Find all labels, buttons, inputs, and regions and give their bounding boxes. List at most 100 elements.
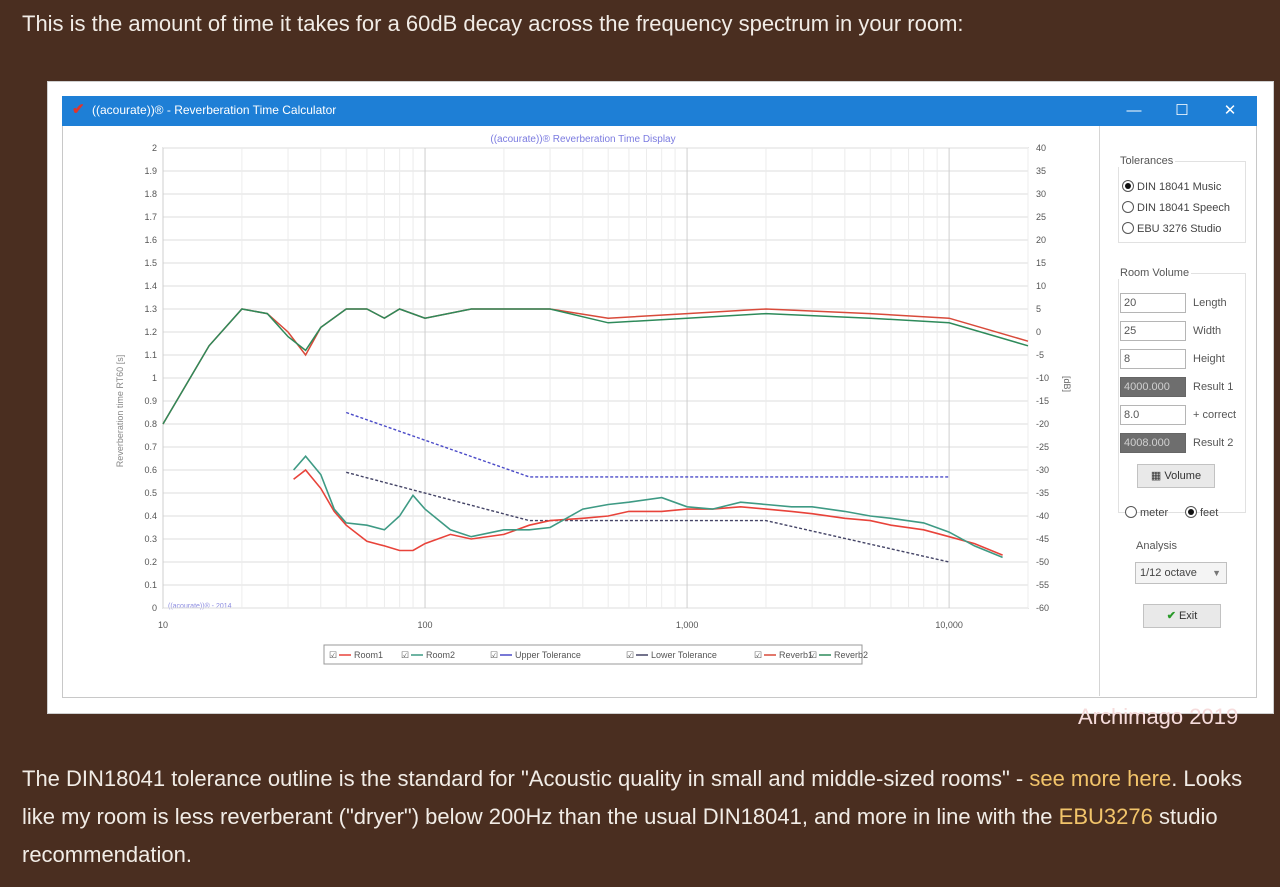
right-tick-label: 40 <box>1036 143 1046 153</box>
right-tick-label: 10 <box>1036 281 1046 291</box>
volume-button[interactable]: ▦ Volume <box>1137 464 1215 488</box>
left-tick-label: 1.7 <box>144 212 157 222</box>
right-tick-label: -45 <box>1036 534 1049 544</box>
window-title: ((acourate))® - Reverberation Time Calcu… <box>92 103 337 117</box>
checkbox-icon: ☑ <box>754 650 762 660</box>
tolerances-label: Tolerances <box>1118 155 1176 167</box>
legend-label: Room1 <box>354 650 383 660</box>
right-tick-label: 35 <box>1036 166 1046 176</box>
left-tick-label: 1.4 <box>144 281 157 291</box>
radio-din-music[interactable]: DIN 18041 Music <box>1122 180 1221 193</box>
legend-item: ☑ Room2 <box>401 650 455 660</box>
legend-label: Room2 <box>426 650 455 660</box>
paragraph-text: The DIN18041 tolerance outline is the st… <box>22 766 1030 791</box>
chart-title: ((acourate))® Reverberation Time Display <box>490 134 675 145</box>
left-tick-label: 0.8 <box>144 419 157 429</box>
analysis-label: Analysis <box>1134 540 1179 552</box>
legend-item: ☑ Reverb1 <box>754 650 813 660</box>
right-tick-label: -20 <box>1036 419 1049 429</box>
analysis-value: 1/12 octave <box>1140 567 1197 579</box>
right-tick-label: -55 <box>1036 580 1049 590</box>
x-tick-label: 100 <box>418 620 433 630</box>
chart-legend <box>323 644 863 665</box>
radio-icon <box>1125 506 1137 518</box>
window-client: ((acourate))® Reverberation Time Display… <box>62 126 1258 729</box>
checkbox-icon: ☑ <box>401 650 409 660</box>
radio-label: meter <box>1140 507 1169 519</box>
left-tick-label: 0.9 <box>144 396 157 406</box>
radio-label: DIN 18041 Speech <box>1137 202 1230 214</box>
x-tick-label: 1,000 <box>676 620 699 630</box>
right-tick-label: -30 <box>1036 465 1049 475</box>
right-tick-label: -25 <box>1036 442 1049 452</box>
left-tick-label: 1.3 <box>144 304 157 314</box>
checkmark-icon: ✔ <box>1166 610 1176 622</box>
legend-item: ☑ Room1 <box>329 650 383 660</box>
tolerances-group <box>1118 161 1246 243</box>
legend-item: ☑ Lower Tolerance <box>626 650 717 660</box>
copyright-label: ((acourate))® - 2014 <box>168 602 232 610</box>
rt60-chart: ((acourate))® Reverberation Time Display… <box>115 134 1072 665</box>
title-bar[interactable]: ✔ ((acourate))® - Reverberation Time Cal… <box>62 96 1257 126</box>
radio-label: DIN 18041 Music <box>1137 181 1222 193</box>
checkmark-icon: ✔ <box>72 101 85 118</box>
left-tick-label: 0.6 <box>144 465 157 475</box>
correct-label: + correct <box>1193 409 1237 421</box>
minimize-button[interactable]: — <box>1126 102 1142 119</box>
series-line-room2 <box>292 454 1003 559</box>
analysis-select[interactable]: 1/12 octave ▼ <box>1135 562 1227 584</box>
see-more-link[interactable]: see more here <box>1029 766 1172 791</box>
result2-label: Result 2 <box>1193 437 1234 449</box>
right-tick-label: 25 <box>1036 212 1046 222</box>
chevron-down-icon: ▼ <box>1212 568 1221 578</box>
series-line-lower-tolerance <box>346 471 950 563</box>
width-input[interactable]: 25 <box>1120 321 1186 341</box>
calculator-window: ✔ ((acourate))® - Reverberation Time Cal… <box>47 81 1274 729</box>
body-paragraph: The DIN18041 tolerance outline is the st… <box>22 760 1267 874</box>
right-tick-label: 20 <box>1036 235 1046 245</box>
left-tick-label: 2 <box>152 143 157 153</box>
length-input[interactable]: 20 <box>1120 293 1186 313</box>
radio-ebu-studio[interactable]: EBU 3276 Studio <box>1122 222 1221 235</box>
left-tick-label: 0.5 <box>144 488 157 498</box>
left-tick-label: 0.2 <box>144 557 157 567</box>
checkbox-icon: ☑ <box>329 650 337 660</box>
checkbox-icon: ☑ <box>490 650 498 660</box>
x-tick-label: 10 <box>158 620 168 630</box>
settings-panel: Tolerances DIN 18041 Music DIN 18041 Spe… <box>1100 126 1258 696</box>
right-tick-label: -15 <box>1036 396 1049 406</box>
width-label: Width <box>1193 325 1222 337</box>
radio-din-speech[interactable]: DIN 18041 Speech <box>1122 201 1230 214</box>
series-line-reverb2 <box>162 308 1029 425</box>
right-axis-label: [dB] <box>1062 376 1072 392</box>
radio-icon <box>1122 222 1134 234</box>
exit-button[interactable]: ✔ Exit <box>1143 604 1221 628</box>
radio-feet[interactable]: feet <box>1185 506 1218 519</box>
legend-item: ☑ Reverb2 <box>809 650 868 660</box>
left-tick-label: 1.2 <box>144 327 157 337</box>
ebu3276-link[interactable]: EBU3276 <box>1058 804 1153 829</box>
left-tick-label: 0.4 <box>144 511 157 521</box>
checkbox-icon: ☑ <box>626 650 634 660</box>
right-tick-label: -10 <box>1036 373 1049 383</box>
left-tick-label: 1.8 <box>144 189 157 199</box>
plot-area: ((acourate))® Reverberation Time Display… <box>63 126 1098 696</box>
left-tick-label: 0 <box>152 603 157 613</box>
correct-input[interactable]: 8.0 <box>1120 405 1186 425</box>
maximize-button[interactable]: ☐ <box>1175 102 1189 119</box>
calculator-icon: ▦ <box>1150 470 1162 482</box>
legend-item: ☑ Upper Tolerance <box>490 650 581 660</box>
radio-label: feet <box>1200 507 1219 519</box>
legend-label: Reverb2 <box>834 650 868 660</box>
radio-meter[interactable]: meter <box>1125 506 1168 519</box>
exit-button-label: Exit <box>1178 610 1198 622</box>
left-tick-label: 0.7 <box>144 442 157 452</box>
close-button[interactable]: ✕ <box>1223 102 1237 119</box>
right-tick-label: 5 <box>1036 304 1041 314</box>
room-volume-label: Room Volume <box>1118 267 1192 279</box>
legend-label: Lower Tolerance <box>651 650 717 660</box>
right-tick-label: -5 <box>1036 350 1044 360</box>
result1-field: 4000.000 <box>1120 377 1186 397</box>
height-input[interactable]: 8 <box>1120 349 1186 369</box>
x-tick-label: 10,000 <box>935 620 963 630</box>
